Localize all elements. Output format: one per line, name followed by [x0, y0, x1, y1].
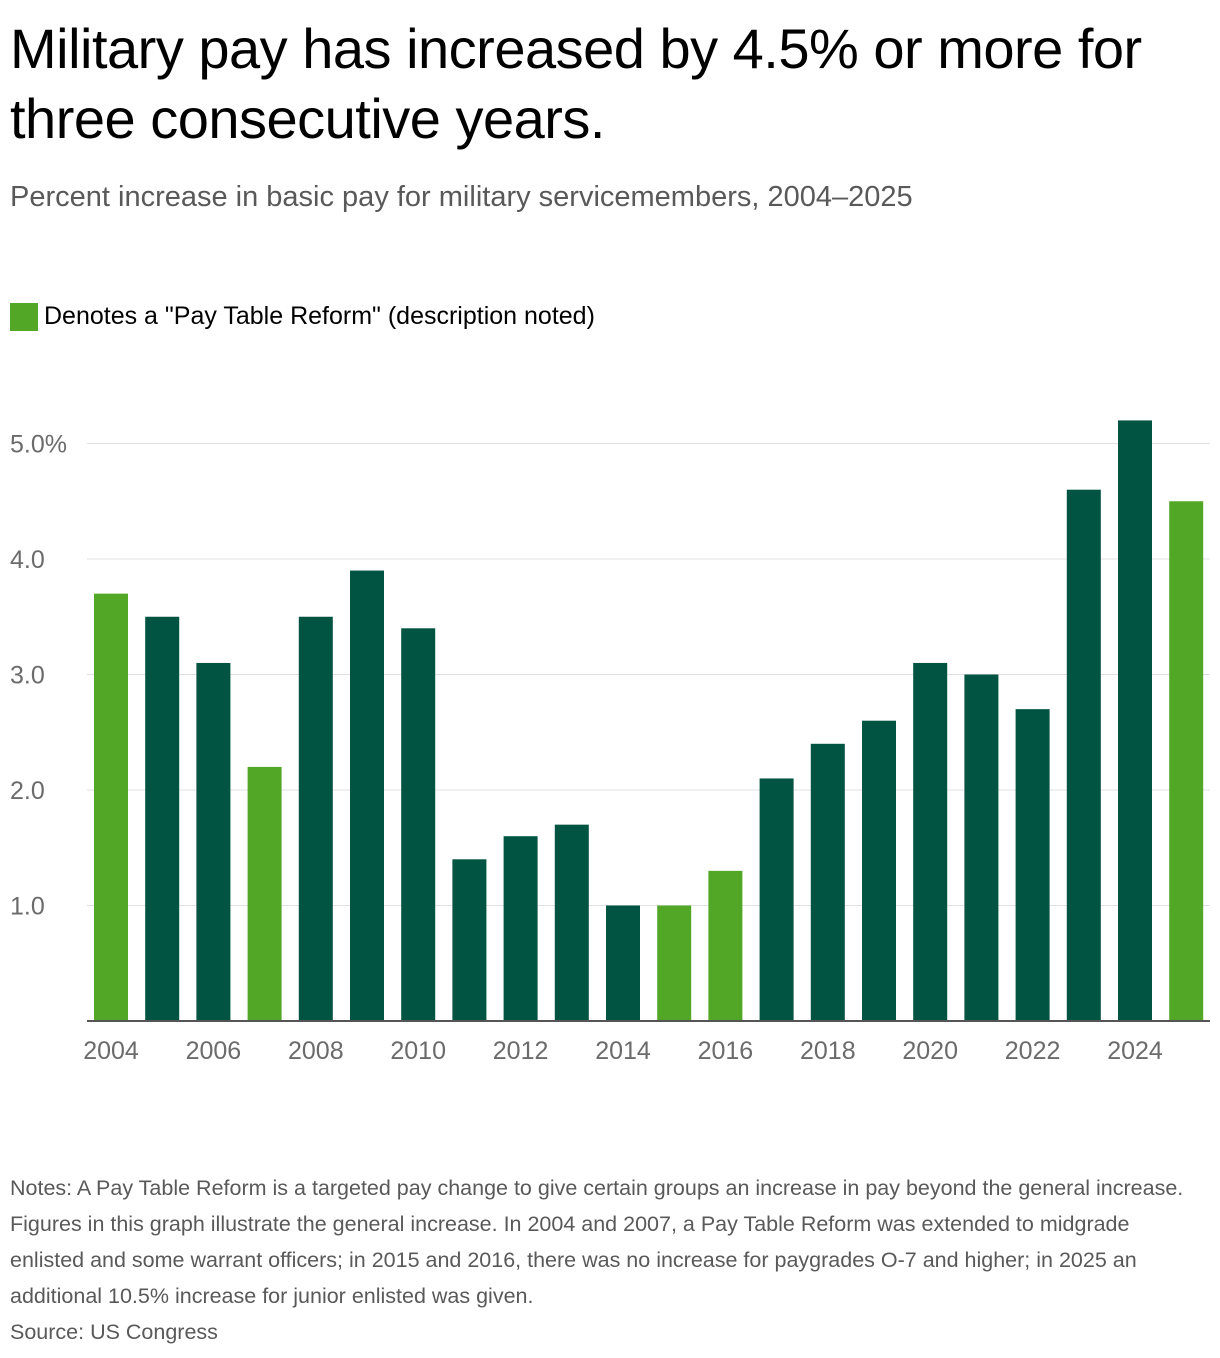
bar-2017: [759, 778, 794, 1021]
x-tick-label: 2020: [902, 1037, 958, 1065]
x-tick-label: 2008: [288, 1037, 344, 1065]
notes-text: Notes: A Pay Table Reform is a targeted …: [10, 1176, 1184, 1308]
bar-2016: [708, 870, 743, 1021]
y-tick-label: 4.0: [10, 546, 45, 574]
bar-2009: [350, 570, 384, 1021]
x-tick-label: 2004: [83, 1037, 139, 1065]
bar-2008: [298, 616, 333, 1021]
bar-2015: [657, 905, 692, 1021]
bar-2010: [401, 628, 436, 1021]
bar-2013: [554, 824, 589, 1021]
bar-2004: [94, 593, 128, 1021]
x-tick-label: 2014: [595, 1037, 651, 1065]
bar-2006: [196, 662, 231, 1021]
x-tick-label: 2022: [1005, 1037, 1061, 1065]
legend-swatch-reform: [10, 302, 38, 331]
bar-2019: [862, 720, 896, 1021]
bars: [94, 420, 1204, 1021]
bar-2005: [145, 616, 180, 1021]
chart-title: Military pay has increased by 4.5% or mo…: [10, 17, 1142, 150]
source-text: Source: US Congress: [10, 1320, 218, 1344]
bar-2018: [810, 743, 845, 1021]
legend-label: Denotes a "Pay Table Reform" (descriptio…: [44, 302, 595, 330]
chart-subtitle: Percent increase in basic pay for milita…: [10, 181, 913, 213]
y-tick-label: 5.0%: [10, 431, 67, 459]
x-tick-label: 2012: [493, 1037, 549, 1065]
bar-2011: [452, 859, 487, 1021]
bar-2020: [913, 662, 948, 1021]
x-tick-label: 2018: [800, 1037, 856, 1065]
y-axis-tick-labels: 1.0 2.0 3.0 4.0 5.0%: [10, 431, 67, 921]
bar-2024: [1118, 420, 1152, 1021]
bar-2023: [1066, 489, 1101, 1021]
bar-chart: 1.0 2.0 3.0 4.0 5.0% 2004 2006 2008 2010 2012 201…: [10, 420, 1210, 1065]
x-axis-tick-labels: 2004 2006 2008 2010 2012 2014 2016 2018 2020 2022…: [83, 1037, 1163, 1065]
x-tick-label: 2016: [698, 1037, 754, 1065]
y-tick-label: 3.0: [10, 662, 45, 690]
x-tick-label: 2010: [390, 1037, 446, 1065]
bar-2021: [964, 674, 999, 1021]
x-tick-label: 2024: [1107, 1037, 1163, 1065]
bar-2012: [503, 836, 538, 1021]
legend: Denotes a "Pay Table Reform" (descriptio…: [10, 302, 595, 331]
bar-2025: [1169, 501, 1204, 1021]
bar-2007: [247, 766, 282, 1021]
bar-2014: [606, 905, 640, 1021]
y-tick-label: 2.0: [10, 777, 45, 805]
bar-2022: [1015, 709, 1050, 1021]
y-tick-label: 1.0: [10, 893, 45, 921]
x-tick-label: 2006: [186, 1037, 242, 1065]
